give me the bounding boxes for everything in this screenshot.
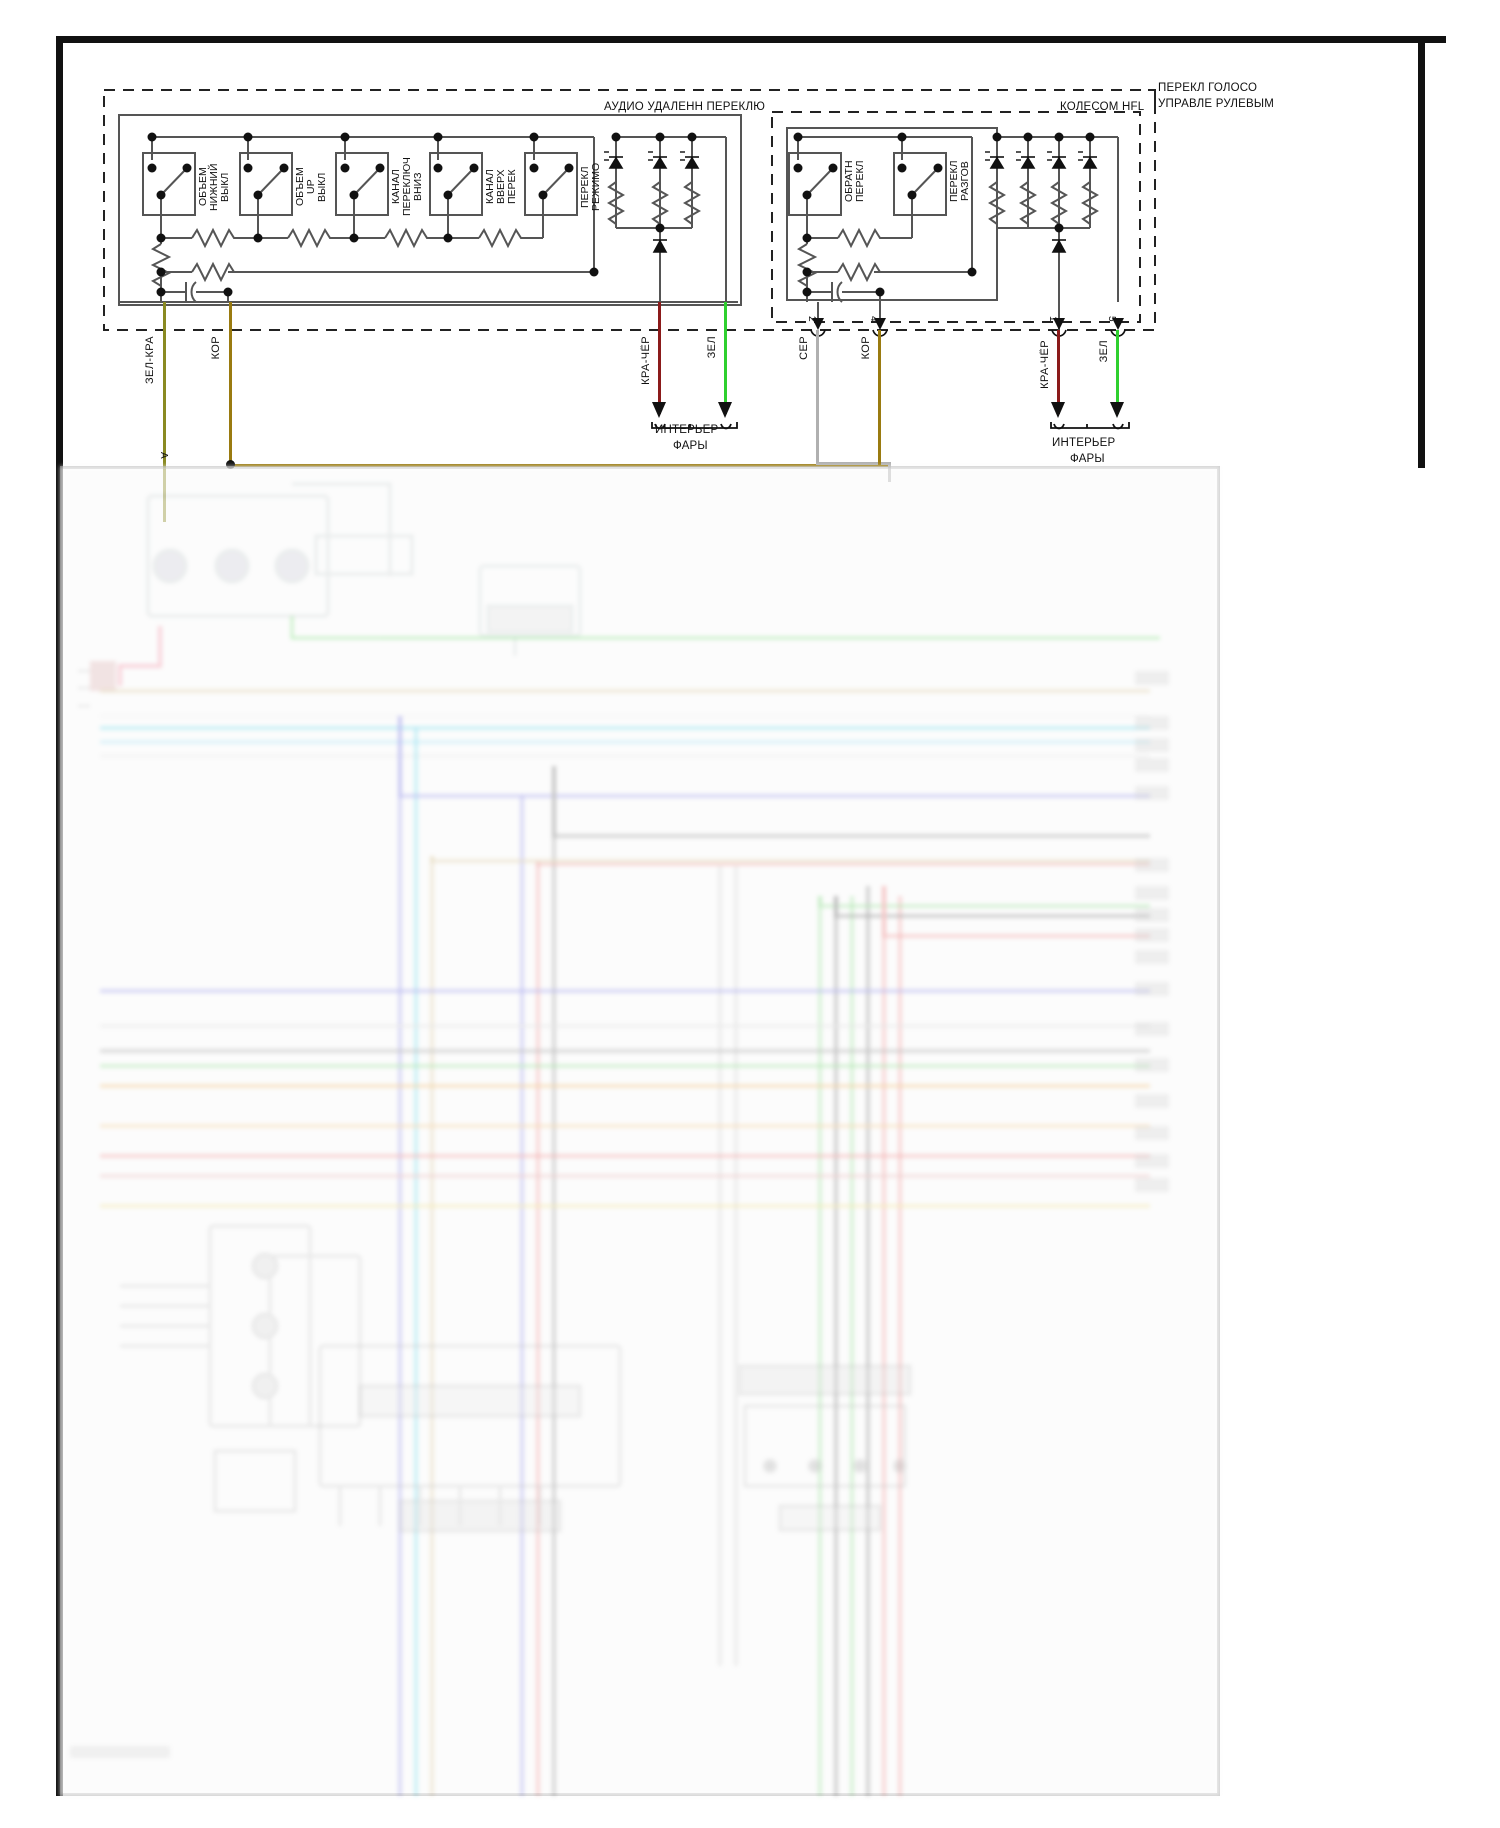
- wire-ser-run: [816, 462, 890, 465]
- switch-label-talk: ПЕРЕКЛ РАЗГОВ: [948, 150, 971, 212]
- wire-label-zel-2: ЗЕЛ: [1098, 340, 1110, 363]
- wire-label-zel-kra: ЗЕЛ-КРА: [144, 336, 156, 385]
- switch-label-channel-up: КАНАЛ ВВЕРХ ПЕРЕК: [484, 150, 518, 224]
- wire-kra-cher-1: [658, 302, 661, 414]
- wire-zel-kra: [163, 302, 166, 522]
- wire-kor-1: [229, 302, 232, 466]
- lower-harness-panel: [60, 466, 1220, 1796]
- pin-number-1: 1: [1047, 316, 1058, 322]
- wire-label-kor-2: КОР: [860, 336, 872, 360]
- wire-zel-2: [1116, 330, 1119, 414]
- switch-label-line2: РЕЖИМО: [590, 162, 602, 212]
- pin-number-5: 5: [1106, 316, 1117, 322]
- junction-dot: [226, 460, 235, 469]
- wire-label-kra-cher-1: КРА-ЧЁР: [640, 336, 652, 385]
- switch-label-line3: ПЕРЕК: [506, 169, 518, 205]
- wire-kra-cher-2: [1057, 330, 1060, 414]
- switch-label-back: ОБРАТН ПЕРЕКЛ: [843, 150, 866, 212]
- group-label-hfl: КОЛЕСОМ HFL: [1060, 101, 1145, 113]
- switch-label-line2: РАЗГОВ: [959, 161, 971, 201]
- switch-label-volume-down: ОБЪЕМ НИЖНИЙ ВЫКЛ: [197, 150, 231, 224]
- destination-left-line1: ИНТЕРЬЕР: [655, 424, 719, 436]
- page-title-line1: ПЕРЕКЛ ГОЛОСО: [1158, 82, 1258, 94]
- switch-label-mode: ПЕРЕКЛ РЕЖИМО: [579, 150, 602, 224]
- wire-kor-2: [878, 330, 881, 466]
- wire-ser: [816, 330, 819, 464]
- group-label-audio: АУДИО УДАЛЕНН ПЕРЕКЛЮ: [604, 101, 766, 113]
- frame-top-rule: [56, 36, 1446, 43]
- page-title-line2: УПРАВЛЕ РУЛЕВЫМ: [1158, 98, 1275, 110]
- switch-label-line3: ВЫКЛ: [219, 172, 231, 202]
- switch-label-line3: ВНИЗ: [412, 172, 424, 202]
- destination-left-line2: ФАРЫ: [673, 440, 708, 452]
- wire-label-ser: СЕР: [798, 336, 810, 360]
- wire-zel-1: [724, 302, 727, 414]
- destination-right-line2: ФАРЫ: [1070, 453, 1105, 465]
- wire-label-kra-cher-2: КРА-ЧЁР: [1039, 340, 1051, 389]
- wire-label-zel-1: ЗЕЛ: [706, 336, 718, 359]
- pin-number-2: 2: [806, 316, 817, 322]
- connector-mark-a: A: [158, 452, 169, 460]
- frame-left-rule: [56, 36, 1453, 1796]
- switch-label-channel-down: КАНАЛ ПЕРЕКЛЮЧ ВНИЗ: [390, 150, 424, 224]
- wire-kor-run: [229, 464, 888, 467]
- audio-switch-module-outline: [118, 114, 742, 306]
- pin-number-4: 4: [868, 316, 879, 322]
- wire-label-kor-1: КОР: [210, 336, 222, 360]
- switch-label-line2: ПЕРЕКЛ: [854, 160, 866, 202]
- frame-right-rule: [1418, 36, 1425, 468]
- switch-label-volume-up: ОБЪЕМ UP ВЫКЛ: [294, 150, 328, 224]
- switch-label-line3: ВЫКЛ: [316, 172, 328, 202]
- destination-right-line1: ИНТЕРЬЕР: [1052, 437, 1116, 449]
